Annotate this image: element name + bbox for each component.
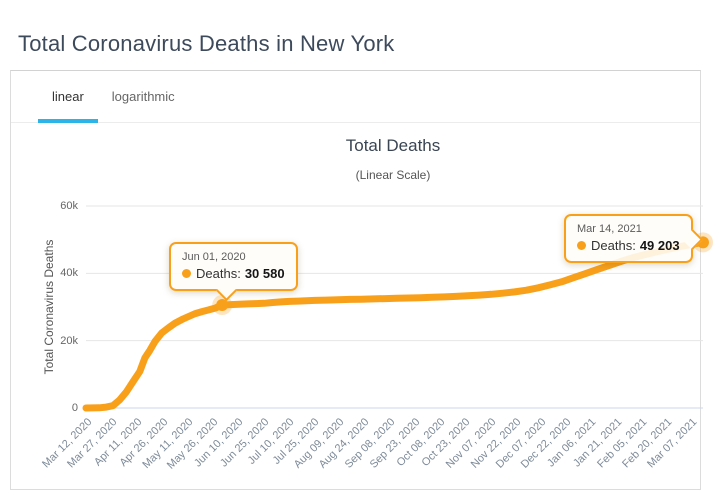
tab-logarithmic-label: logarithmic xyxy=(111,89,175,104)
tooltip-mar-14-2021: Mar 14, 2021 Deaths: 49 203 xyxy=(564,214,693,263)
tooltip-date: Jun 01, 2020 xyxy=(182,251,246,263)
tooltip-series-label: Deaths: xyxy=(196,266,241,281)
chart-plot-area[interactable]: Total Deaths (Linear Scale) Total Corona… xyxy=(11,123,713,491)
tooltip-value: 30 580 xyxy=(244,266,285,281)
tooltip-date: Mar 14, 2021 xyxy=(577,223,642,235)
series-bullet-icon xyxy=(182,269,191,278)
y-axis-tick-label: 40k xyxy=(60,267,78,280)
series-bullet-icon xyxy=(577,241,586,250)
y-axis-tick-label: 60k xyxy=(60,200,78,212)
deaths-series-line[interactable] xyxy=(82,238,707,412)
chart-title: Total Deaths xyxy=(345,136,441,155)
data-point-marker[interactable] xyxy=(216,299,229,312)
tooltip-series-label: Deaths: xyxy=(591,238,636,253)
y-axis-tick-label: 20k xyxy=(60,334,78,347)
tab-logarithmic[interactable]: logarithmic xyxy=(98,71,189,122)
tab-linear-label: linear xyxy=(52,89,84,104)
tooltip-series-row: Deaths: 49 203 xyxy=(577,238,680,253)
tooltip-series-row: Deaths: 30 580 xyxy=(182,266,285,281)
y-axis-tick-label: 0 xyxy=(71,402,78,414)
chart-subtitle: (Linear Scale) xyxy=(355,168,431,182)
scale-tabbar: linear logarithmic xyxy=(11,71,700,123)
chart-card: linear logarithmic Total Deaths (Linear … xyxy=(10,70,713,491)
page-title: Total Coronavirus Deaths in New York xyxy=(18,30,395,56)
tooltip-value: 49 203 xyxy=(639,238,680,253)
tooltip-jun-01-2020: Jun 01, 2020 Deaths: 30 580 xyxy=(169,242,298,291)
tab-linear[interactable]: linear xyxy=(38,71,98,123)
